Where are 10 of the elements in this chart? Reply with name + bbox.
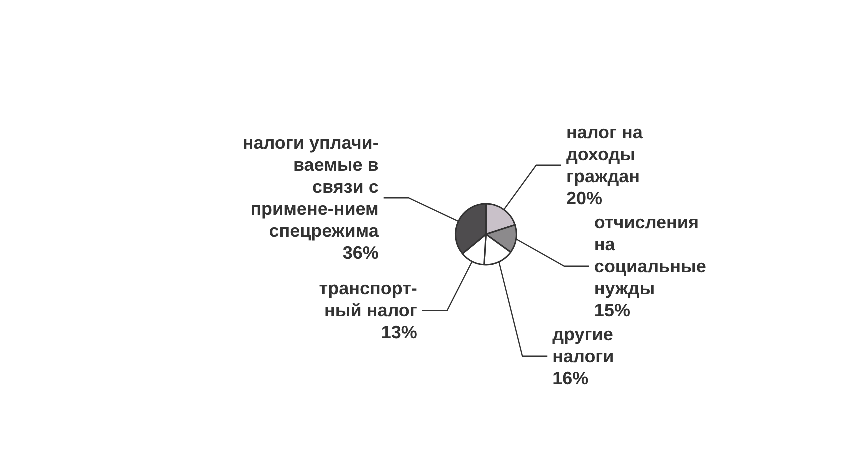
data-label: 20% <box>566 188 602 208</box>
slice-label: транспорт- ный налог <box>319 278 418 321</box>
data-label: 36% <box>342 243 379 264</box>
data-label: 16% <box>552 368 589 388</box>
slice-label: другие налоги <box>552 324 614 366</box>
slice-label: отчисления на социальные нужды <box>594 212 706 298</box>
data-label: 15% <box>594 300 630 320</box>
slice-label: налоги уплачи- ваемые в связи с примене-нием спецрежима <box>242 133 380 242</box>
data-label: 13% <box>381 322 418 343</box>
slice-label: налог на доходы граждан <box>566 122 644 186</box>
